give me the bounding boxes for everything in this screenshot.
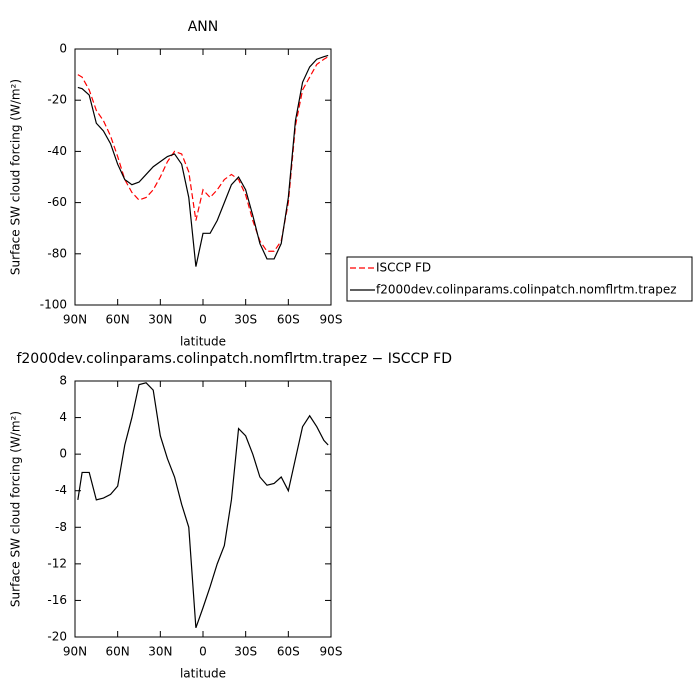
- x-tick-label: 90S: [320, 313, 343, 327]
- y-axis-label: Surface SW cloud forcing (W/m²): [9, 79, 23, 275]
- x-tick-label: 90S: [320, 645, 343, 659]
- x-tick-label: 60N: [106, 645, 130, 659]
- series-line: [77, 54, 329, 267]
- legend-label: f2000dev.colinparams.colinpatch.nomflrtm…: [376, 283, 677, 297]
- y-tick-label: -40: [47, 144, 67, 158]
- y-tick-label: -20: [47, 630, 67, 644]
- y-tick-label: -20: [47, 93, 67, 107]
- x-tick-label: 30N: [148, 313, 172, 327]
- x-tick-label: 90N: [63, 645, 87, 659]
- y-tick-label: 0: [59, 447, 67, 461]
- y-tick-label: -60: [47, 195, 67, 209]
- legend-label: ISCCP FD: [376, 261, 431, 275]
- x-tick-label: 30N: [148, 645, 172, 659]
- plot-frame: [74, 380, 332, 638]
- series-line: [77, 382, 329, 629]
- y-tick-label: -100: [40, 298, 67, 312]
- legend-box: [346, 256, 693, 302]
- y-tick-label: -80: [47, 246, 67, 260]
- y-tick-label: 8: [59, 374, 67, 388]
- x-tick-label: 0: [199, 313, 207, 327]
- chart-title: f2000dev.colinparams.colinpatch.nomflrtm…: [16, 351, 452, 367]
- plot-frame: [74, 48, 332, 306]
- y-axis-label: Surface SW cloud forcing (W/m²): [9, 411, 23, 607]
- x-tick-label: 30S: [234, 313, 257, 327]
- y-tick-label: 4: [59, 410, 67, 424]
- x-tick-label: 60S: [277, 313, 300, 327]
- y-tick-label: -8: [55, 520, 67, 534]
- y-tick-label: -4: [55, 483, 67, 497]
- y-tick-label: -16: [47, 593, 67, 607]
- x-axis-label: latitude: [180, 335, 226, 349]
- chart-title: ANN: [188, 19, 219, 35]
- x-axis-label: latitude: [180, 667, 226, 681]
- x-tick-label: 60S: [277, 645, 300, 659]
- y-tick-label: -12: [47, 556, 67, 570]
- x-tick-label: 0: [199, 645, 207, 659]
- x-tick-label: 90N: [63, 313, 87, 327]
- series-line: [77, 56, 329, 252]
- x-tick-label: 60N: [106, 313, 130, 327]
- x-tick-label: 30S: [234, 645, 257, 659]
- y-tick-label: 0: [59, 42, 67, 56]
